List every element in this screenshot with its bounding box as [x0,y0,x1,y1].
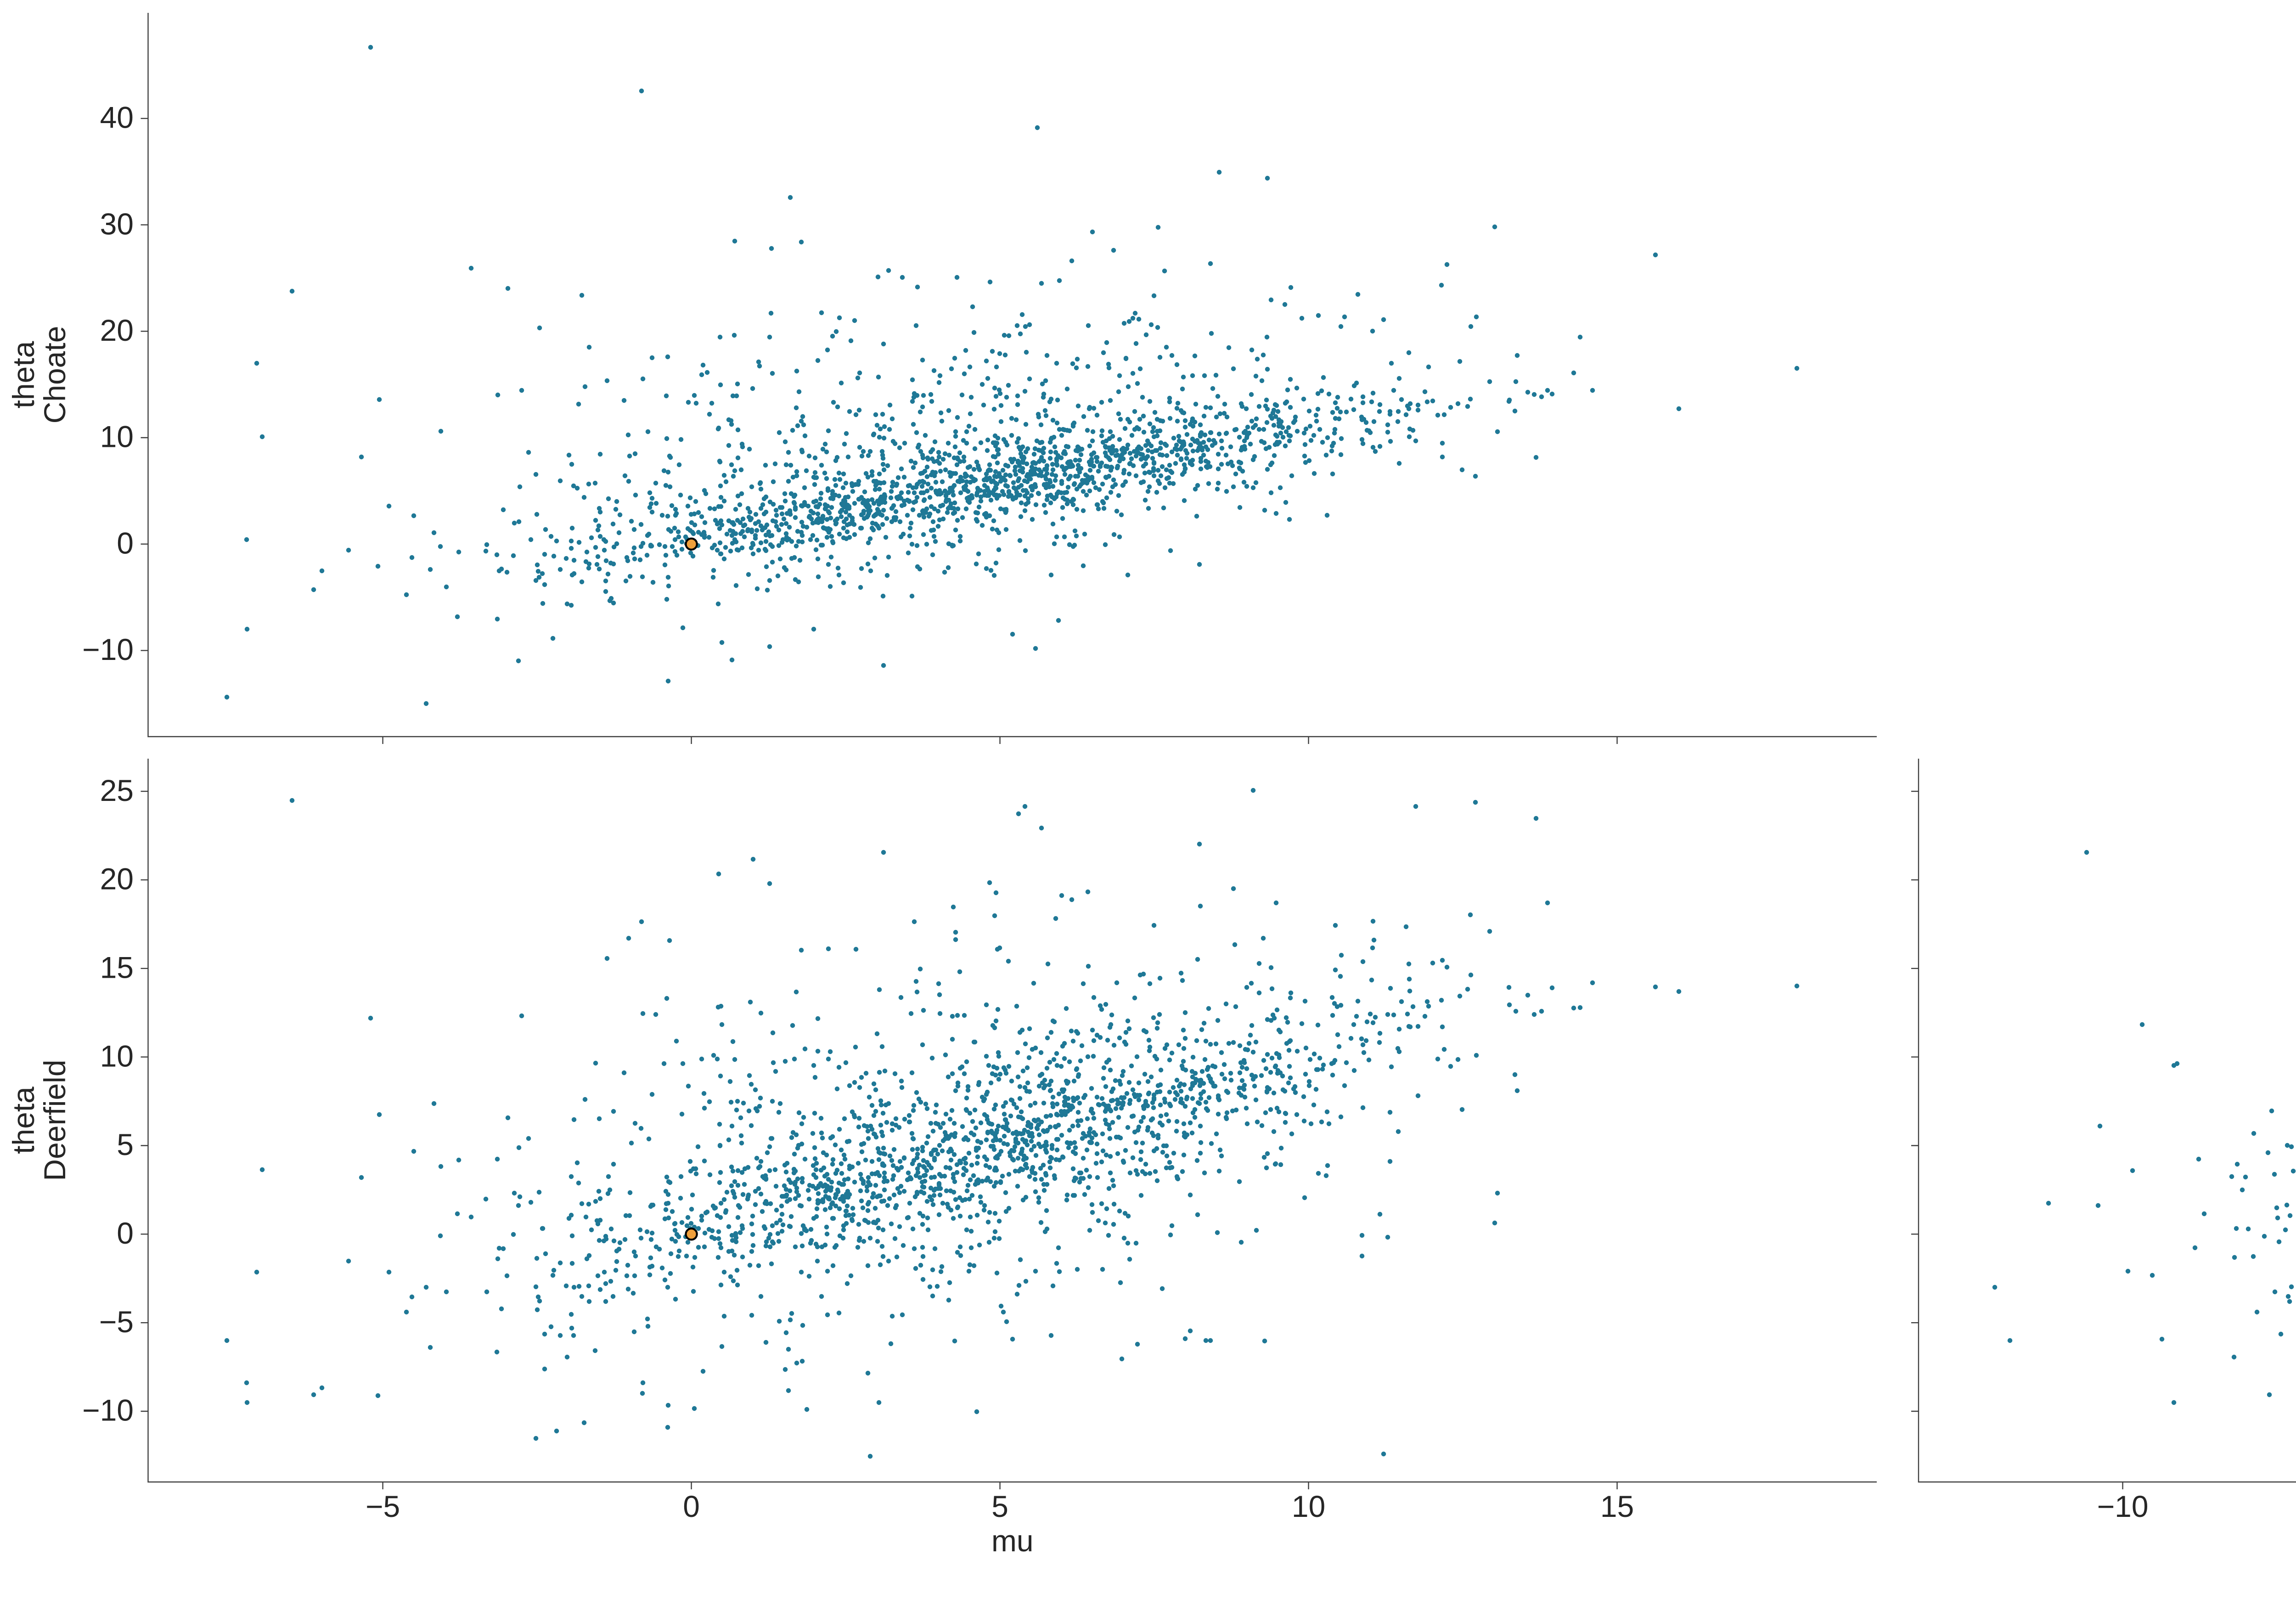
svg-text:0: 0 [117,526,134,560]
svg-text:25: 25 [100,773,134,807]
svg-text:10: 10 [100,420,134,454]
svg-text:10: 10 [1292,1489,1325,1523]
svg-text:40: 40 [100,101,134,135]
svg-text:15: 15 [1600,1489,1634,1523]
svg-text:Choate: Choate [38,326,72,424]
svg-text:Deerfield: Deerfield [38,1059,72,1181]
svg-text:theta: theta [6,1087,40,1154]
svg-text:20: 20 [100,313,134,347]
svg-text:10: 10 [100,1039,134,1073]
svg-text:−10: −10 [82,632,134,666]
svg-text:15: 15 [100,950,134,984]
svg-text:−5: −5 [99,1305,134,1339]
svg-text:0: 0 [683,1489,700,1523]
svg-text:mu: mu [991,1524,1034,1558]
svg-text:theta: theta [6,341,40,408]
svg-text:−10: −10 [2097,1489,2149,1523]
svg-text:20: 20 [100,862,134,896]
svg-text:0: 0 [117,1216,134,1250]
svg-text:−10: −10 [82,1393,134,1427]
svg-text:−5: −5 [366,1489,400,1523]
svg-text:5: 5 [991,1489,1008,1523]
svg-text:5: 5 [117,1127,134,1161]
svg-text:30: 30 [100,207,134,241]
